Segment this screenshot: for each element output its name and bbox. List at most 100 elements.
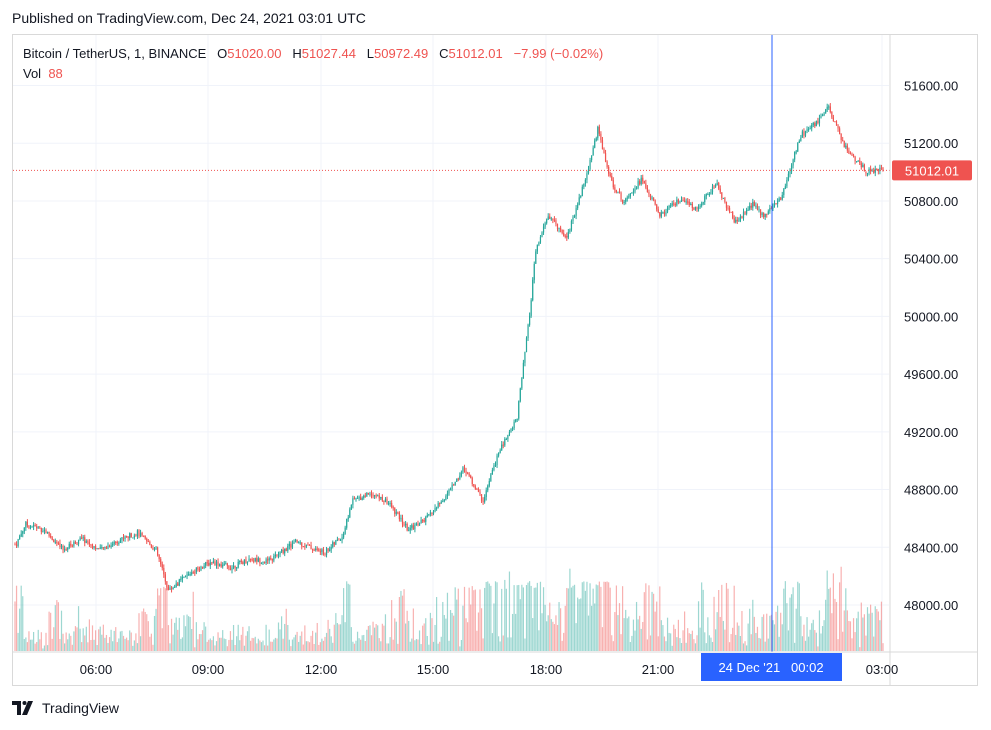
candle-body xyxy=(392,507,394,509)
volume-bar xyxy=(639,615,641,651)
volume-bar xyxy=(474,589,476,651)
volume-bar xyxy=(705,643,707,651)
volume-bar xyxy=(834,598,836,651)
candle-body xyxy=(529,315,531,325)
volume-legend: Vol 88 xyxy=(23,66,63,81)
candle-body xyxy=(381,496,383,501)
volume-bar xyxy=(668,632,670,651)
candle-body xyxy=(800,137,802,141)
candle-body xyxy=(832,117,834,122)
candle-body xyxy=(494,464,497,466)
volume-bar xyxy=(308,642,311,651)
candle-body xyxy=(789,171,791,174)
candle-body xyxy=(772,206,774,209)
candle-body xyxy=(288,543,290,547)
price-chart[interactable]: 51600.00 51200.00 50800.00 50400.00 50000.00… xyxy=(0,0,991,690)
volume-bar xyxy=(721,584,723,651)
candle-body xyxy=(817,121,819,124)
candle-body xyxy=(722,197,724,199)
volume-bar xyxy=(640,628,642,651)
volume-bar xyxy=(77,606,80,651)
candle-body xyxy=(195,567,197,573)
candle-body xyxy=(704,196,706,203)
candle-body xyxy=(705,194,707,197)
volume-bar xyxy=(789,597,791,651)
volume-bar xyxy=(352,641,354,651)
volume-bar xyxy=(617,615,619,651)
volume-bar xyxy=(153,615,156,651)
volume-bar xyxy=(260,642,263,651)
candle-body xyxy=(539,237,542,243)
volume-bar xyxy=(319,642,321,651)
candle-body xyxy=(395,512,397,514)
candle-body xyxy=(186,574,188,577)
volume-bar xyxy=(587,615,590,651)
footer-brand[interactable]: TradingView xyxy=(12,700,119,716)
volume-bar xyxy=(267,645,269,651)
volume-bar xyxy=(350,627,352,651)
candlestick-series xyxy=(14,103,884,593)
candle-body xyxy=(629,193,631,197)
volume-bar xyxy=(518,584,520,651)
volume-bar xyxy=(262,640,264,651)
volume-bar xyxy=(339,624,342,651)
volume-bar xyxy=(564,605,566,651)
volume-bar xyxy=(206,641,208,651)
candle-body xyxy=(507,434,509,440)
candle-body xyxy=(854,156,856,162)
volume-bar xyxy=(85,626,87,651)
candle-body xyxy=(580,195,582,198)
footer-brand-label: TradingView xyxy=(42,700,120,716)
candle-body xyxy=(601,140,604,150)
candle-body xyxy=(270,558,272,560)
candle-body xyxy=(355,498,357,500)
candle-body xyxy=(338,539,340,541)
volume-bar xyxy=(318,644,320,651)
volume-bar xyxy=(880,601,883,651)
candle-body xyxy=(387,503,390,505)
volume-bar xyxy=(790,594,793,651)
candle-body xyxy=(102,547,104,549)
candle-body xyxy=(358,497,360,499)
volume-bar xyxy=(54,605,56,651)
candle-body xyxy=(642,177,644,182)
candle-body xyxy=(496,455,498,465)
candle-body xyxy=(284,548,286,554)
candle-body xyxy=(115,541,117,543)
candle-body xyxy=(694,206,697,210)
volume-bar xyxy=(431,618,433,651)
volume-bar xyxy=(753,616,755,651)
chart-frame[interactable] xyxy=(12,34,978,686)
volume-bar xyxy=(615,585,617,651)
volume-label[interactable]: Vol xyxy=(23,66,42,81)
volume-bar xyxy=(724,629,726,651)
volume-bar xyxy=(282,638,284,651)
symbol-title[interactable]: Bitcoin / TetherUS, 1, BINANCE xyxy=(23,46,207,61)
volume-bar xyxy=(305,641,307,651)
volume-bar xyxy=(167,625,170,651)
volume-bar xyxy=(812,619,814,651)
candle-body xyxy=(769,208,771,212)
candle-body xyxy=(87,541,89,543)
volume-bar xyxy=(696,635,698,651)
candle-body xyxy=(336,539,338,541)
candle-body xyxy=(449,489,452,491)
candle-body xyxy=(697,207,700,210)
candle-body xyxy=(411,525,413,528)
volume-bar xyxy=(157,588,159,651)
candle-body xyxy=(656,204,658,210)
candle-body xyxy=(95,546,97,549)
candle-body xyxy=(406,523,408,531)
candle-body xyxy=(797,142,799,152)
candle-body xyxy=(273,556,275,561)
volume-bar xyxy=(719,616,721,651)
candle-body xyxy=(454,481,456,486)
volume-bar xyxy=(174,622,176,651)
candle-body xyxy=(139,533,142,537)
volume-bar xyxy=(794,642,796,651)
volume-bar xyxy=(108,637,111,651)
volume-bar xyxy=(592,588,594,651)
volume-bar xyxy=(432,641,435,651)
volume-bar xyxy=(817,646,819,651)
volume-bar xyxy=(462,605,464,651)
